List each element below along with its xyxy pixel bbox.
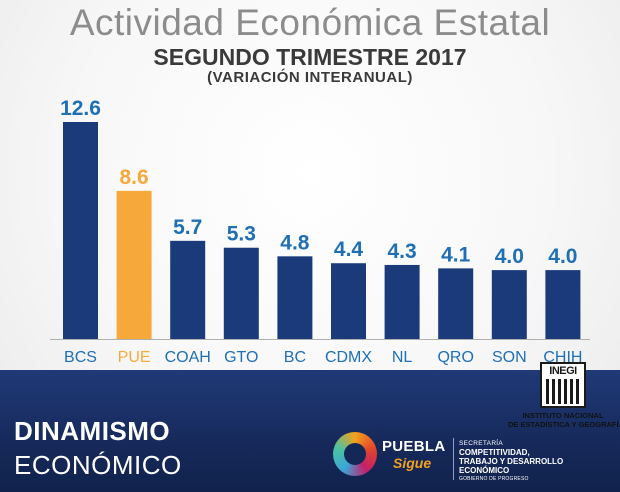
value-label-gto: 5.3 bbox=[227, 223, 256, 246]
secretaria-line5: GOBIERNO DE PROGRESO bbox=[459, 476, 529, 482]
value-label-bcs: 12.6 bbox=[60, 97, 101, 120]
inegi-logo-block: INEGI INSTITUTO NACIONAL DE ESTADÍSTICA … bbox=[508, 360, 620, 436]
category-label-son: SON bbox=[492, 349, 527, 366]
puebla-logo-word: PUEBLA bbox=[382, 438, 446, 455]
category-label-coah: COAH bbox=[165, 349, 211, 366]
secretaria-line2: COMPETITIVIDAD, bbox=[459, 448, 530, 457]
category-label-qro: QRO bbox=[437, 349, 473, 366]
bar-qro bbox=[438, 268, 474, 339]
value-label-bc: 4.8 bbox=[280, 231, 310, 254]
bar-coah bbox=[170, 240, 206, 339]
bar-pue bbox=[116, 190, 152, 339]
puebla-swirl-center bbox=[344, 443, 366, 465]
bar-cdmx bbox=[331, 263, 366, 339]
bar-chart: 12.6 8.6 5.7 5.3 4.8 4.4 4.3 4.1 4.0 4.0 BCS PUE CO… bbox=[50, 97, 590, 366]
secretaria-text: SECRETARÍA COMPETITIVIDAD, TRABAJO Y DES… bbox=[459, 439, 563, 484]
category-label-nl: NL bbox=[392, 349, 413, 366]
value-label-pue: 8.6 bbox=[119, 166, 148, 189]
category-label-bc: BC bbox=[284, 349, 306, 366]
bar-nl bbox=[384, 264, 420, 339]
category-label-gto: GTO bbox=[224, 349, 258, 366]
value-label-nl: 4.3 bbox=[387, 240, 416, 263]
inegi-logo-icon: INEGI bbox=[540, 362, 586, 408]
inegi-logo-text: INEGI bbox=[549, 365, 577, 377]
value-label-cdmx: 4.4 bbox=[334, 238, 364, 261]
inegi-name-line2: DE ESTADÍSTICA Y GEOGRAFÍA bbox=[508, 420, 620, 429]
value-label-son: 4.0 bbox=[495, 245, 524, 268]
chart-title: Actividad Económica Estatal bbox=[69, 2, 551, 43]
value-label-coah: 5.7 bbox=[173, 216, 202, 239]
secretaria-line1: SECRETARÍA bbox=[459, 440, 504, 447]
category-label-cdmx: CDMX bbox=[325, 349, 372, 366]
footer-band bbox=[0, 370, 620, 492]
bar-gto bbox=[223, 247, 259, 339]
logo-divider bbox=[453, 438, 454, 480]
footer-title-light: ECONÓMICO bbox=[14, 450, 182, 480]
chart-subtitle-note: (VARIACIÓN INTERANUAL) bbox=[207, 69, 413, 86]
value-label-qro: 4.1 bbox=[441, 243, 471, 266]
inegi-grid-icon bbox=[546, 379, 580, 404]
bar-chih bbox=[545, 270, 581, 339]
bar-bc bbox=[277, 256, 313, 339]
value-label-chih: 4.0 bbox=[548, 245, 577, 268]
footer-title-bold: DINAMISMO bbox=[14, 416, 171, 446]
category-label-bcs: BCS bbox=[64, 349, 97, 366]
puebla-swirl-icon bbox=[333, 432, 377, 476]
bar-son bbox=[491, 270, 527, 339]
secretaria-line4: ECONÓMICO bbox=[459, 466, 510, 475]
category-label-chih: CHIH bbox=[543, 349, 582, 366]
secretaria-line3: TRABAJO Y DESARROLLO bbox=[459, 457, 564, 466]
puebla-logo-sigue: Sigue bbox=[393, 455, 432, 471]
bar-bcs bbox=[63, 122, 98, 339]
chart-subtitle: SEGUNDO TRIMESTRE 2017 bbox=[153, 44, 467, 70]
category-label-pue: PUE bbox=[118, 349, 151, 366]
inegi-name-line1: INSTITUTO NACIONAL bbox=[522, 411, 604, 420]
